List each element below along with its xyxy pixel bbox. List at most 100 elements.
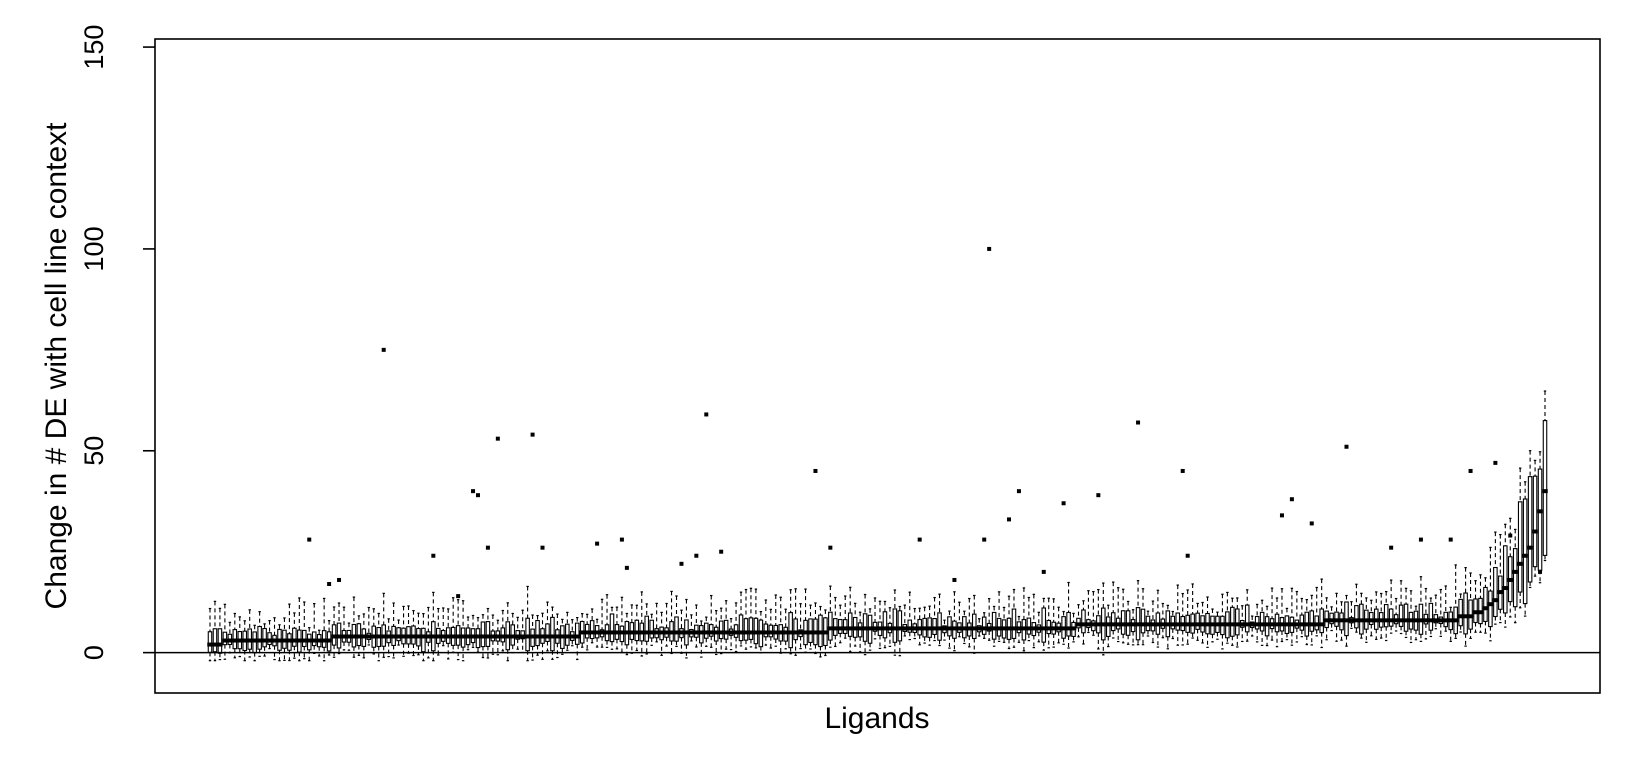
box-71 bbox=[554, 613, 561, 659]
box-104 bbox=[718, 607, 724, 655]
box-42 bbox=[410, 610, 417, 657]
box-53 bbox=[465, 616, 471, 651]
box-231 bbox=[1348, 601, 1355, 629]
box-106 bbox=[728, 617, 734, 651]
box-19 bbox=[296, 597, 303, 662]
box-iqr bbox=[1105, 616, 1111, 637]
box-20 bbox=[301, 601, 308, 660]
box-235 bbox=[1368, 599, 1375, 637]
box-75 bbox=[574, 616, 580, 661]
box-iqr bbox=[292, 627, 297, 647]
outlier-point bbox=[540, 545, 545, 550]
box-218 bbox=[1284, 607, 1290, 641]
box-128 bbox=[837, 604, 844, 644]
box-162 bbox=[1006, 595, 1012, 650]
box-179 bbox=[1090, 590, 1097, 636]
box-151 bbox=[951, 591, 958, 652]
box-196 bbox=[1175, 584, 1181, 646]
box-79 bbox=[594, 618, 600, 648]
box-iqr bbox=[828, 611, 833, 641]
box-iqr bbox=[738, 614, 744, 642]
outlier-point bbox=[982, 537, 987, 542]
box-43 bbox=[415, 612, 422, 656]
box-124 bbox=[817, 605, 824, 658]
outlier-point bbox=[475, 493, 480, 498]
plot-frame bbox=[154, 38, 1601, 694]
box-32 bbox=[361, 613, 367, 659]
outlier-point bbox=[1180, 468, 1185, 473]
box-185 bbox=[1120, 588, 1126, 644]
box-169 bbox=[1041, 597, 1047, 651]
box-168 bbox=[1036, 611, 1042, 643]
box-228 bbox=[1333, 592, 1340, 642]
y-tick-label: 0 bbox=[79, 645, 109, 660]
box-68 bbox=[539, 612, 546, 660]
box-209 bbox=[1239, 605, 1246, 643]
box-iqr bbox=[207, 631, 213, 653]
box-243 bbox=[1408, 590, 1414, 644]
box-239 bbox=[1388, 579, 1394, 634]
outlier-point bbox=[679, 561, 684, 566]
box-iqr bbox=[907, 619, 913, 633]
box-139 bbox=[892, 589, 898, 656]
box-iqr bbox=[1503, 545, 1508, 614]
box-16 bbox=[281, 617, 288, 661]
box-261 bbox=[1497, 533, 1504, 624]
box-87 bbox=[634, 604, 640, 652]
outlier-point bbox=[337, 577, 342, 582]
outlier-point bbox=[307, 537, 312, 542]
box-268 bbox=[1532, 459, 1538, 577]
box-250 bbox=[1443, 585, 1449, 632]
box-90 bbox=[648, 613, 655, 646]
box-iqr bbox=[550, 616, 555, 652]
box-255 bbox=[1467, 572, 1474, 640]
outlier-point bbox=[1007, 517, 1012, 522]
box-143 bbox=[911, 607, 918, 640]
box-175 bbox=[1070, 612, 1077, 643]
box-iqr bbox=[609, 613, 615, 643]
outlier-point bbox=[1468, 468, 1473, 473]
box-iqr bbox=[302, 629, 307, 648]
box-186 bbox=[1125, 600, 1131, 645]
box-iqr bbox=[1527, 476, 1533, 583]
box-iqr bbox=[1319, 608, 1324, 634]
box-121 bbox=[802, 588, 809, 653]
box-iqr bbox=[634, 619, 640, 642]
outlier-point bbox=[1289, 497, 1294, 502]
outlier-point bbox=[1185, 553, 1190, 558]
box-98 bbox=[688, 614, 695, 642]
box-111 bbox=[753, 588, 759, 649]
box-270 bbox=[1542, 390, 1548, 562]
box-80 bbox=[599, 598, 605, 648]
box-iqr bbox=[1110, 612, 1116, 632]
box-iqr bbox=[1493, 566, 1498, 618]
outlier-point bbox=[485, 545, 490, 550]
box-iqr bbox=[788, 612, 793, 649]
outlier-point bbox=[431, 553, 436, 558]
box-110 bbox=[748, 587, 754, 648]
y-tick-label: 50 bbox=[79, 436, 109, 466]
box-57 bbox=[485, 607, 491, 659]
box-2 bbox=[212, 600, 218, 662]
box-46 bbox=[430, 591, 437, 662]
box-47 bbox=[435, 607, 442, 656]
box-257 bbox=[1477, 574, 1484, 633]
box-iqr bbox=[1542, 420, 1548, 556]
box-155 bbox=[971, 594, 978, 654]
box-245 bbox=[1418, 576, 1424, 642]
outlier-point bbox=[1136, 420, 1141, 425]
box-76 bbox=[579, 613, 585, 648]
box-230 bbox=[1343, 594, 1350, 647]
box-116 bbox=[777, 596, 784, 654]
box-37 bbox=[385, 618, 392, 658]
box-190 bbox=[1145, 610, 1151, 637]
box-156 bbox=[976, 618, 982, 637]
box-11 bbox=[256, 611, 263, 657]
box-213 bbox=[1259, 599, 1265, 646]
box-86 bbox=[629, 604, 635, 654]
box-iqr bbox=[396, 627, 401, 642]
box-242 bbox=[1403, 587, 1409, 639]
box-39 bbox=[395, 619, 402, 646]
box-iqr bbox=[1175, 612, 1181, 631]
box-64 bbox=[519, 609, 526, 654]
